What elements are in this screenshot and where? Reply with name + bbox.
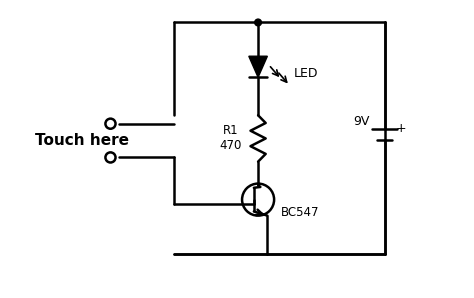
Circle shape [255,19,262,26]
Text: Touch here: Touch here [35,133,128,148]
Text: R1
470: R1 470 [219,125,242,153]
Text: BC547: BC547 [281,206,320,219]
Polygon shape [249,56,267,77]
Text: LED: LED [294,66,319,80]
Text: 9V: 9V [353,115,370,128]
Text: +: + [395,122,406,135]
